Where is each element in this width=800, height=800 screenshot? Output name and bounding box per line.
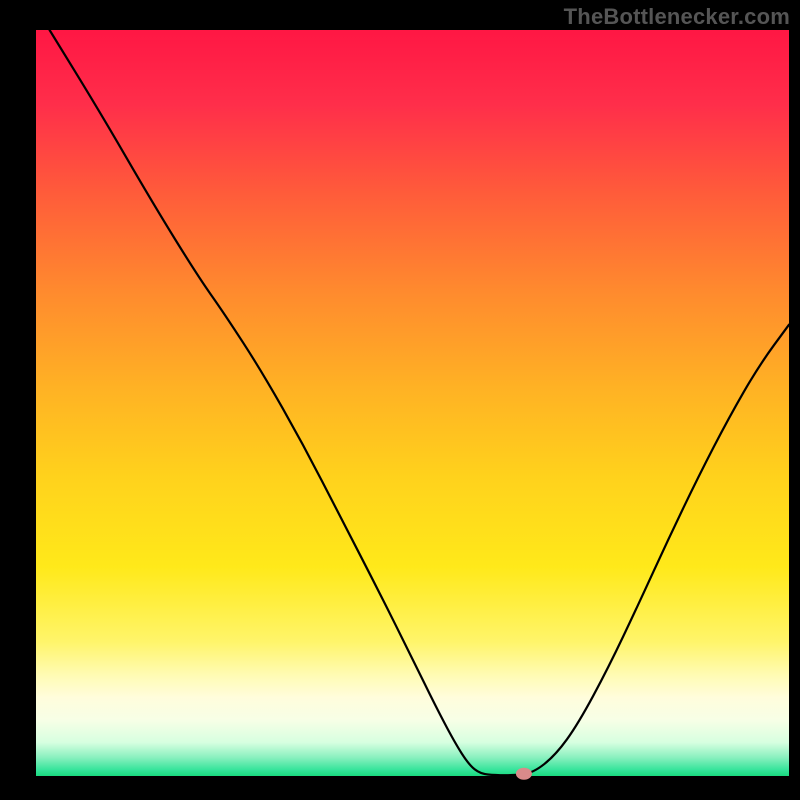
bottleneck-chart [0, 0, 800, 800]
chart-container: TheBottlenecker.com [0, 0, 800, 800]
watermark-text: TheBottlenecker.com [564, 4, 790, 30]
